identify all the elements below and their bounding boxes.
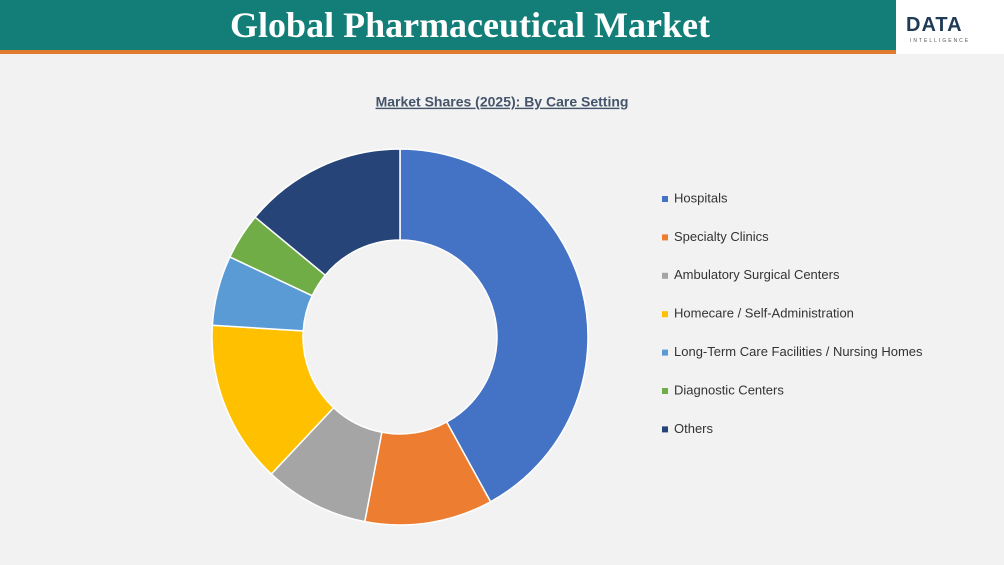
legend-label: Specialty Clinics — [674, 229, 769, 244]
legend-swatch — [662, 272, 668, 279]
legend-swatch — [662, 196, 668, 202]
legend-swatch — [662, 311, 668, 318]
legend-label: Others — [674, 421, 714, 436]
legend-swatch — [662, 426, 668, 433]
chart-title: Market Shares (2025): By Care Setting — [376, 94, 629, 110]
legend-label: Ambulatory Surgical Centers — [674, 267, 840, 282]
legend-label: Homecare / Self-Administration — [674, 306, 854, 321]
logo: DATA INTELLIGENCE — [896, 0, 1004, 54]
legend-swatch — [662, 349, 668, 356]
legend-swatch — [662, 234, 668, 241]
legend-swatch — [662, 388, 668, 394]
donut-slice — [399, 148, 589, 503]
donut-slice — [254, 148, 401, 277]
legend-label: Diagnostic Centers — [674, 382, 784, 397]
logo-subtext: INTELLIGENCE — [910, 38, 971, 44]
header-bar — [0, 0, 896, 54]
logo-text: DATA — [906, 14, 963, 36]
page-title: Global Pharmaceutical Market — [230, 5, 710, 45]
legend-label: Long-Term Care Facilities / Nursing Home… — [674, 344, 923, 359]
legend-label: Hospitals — [674, 190, 728, 205]
